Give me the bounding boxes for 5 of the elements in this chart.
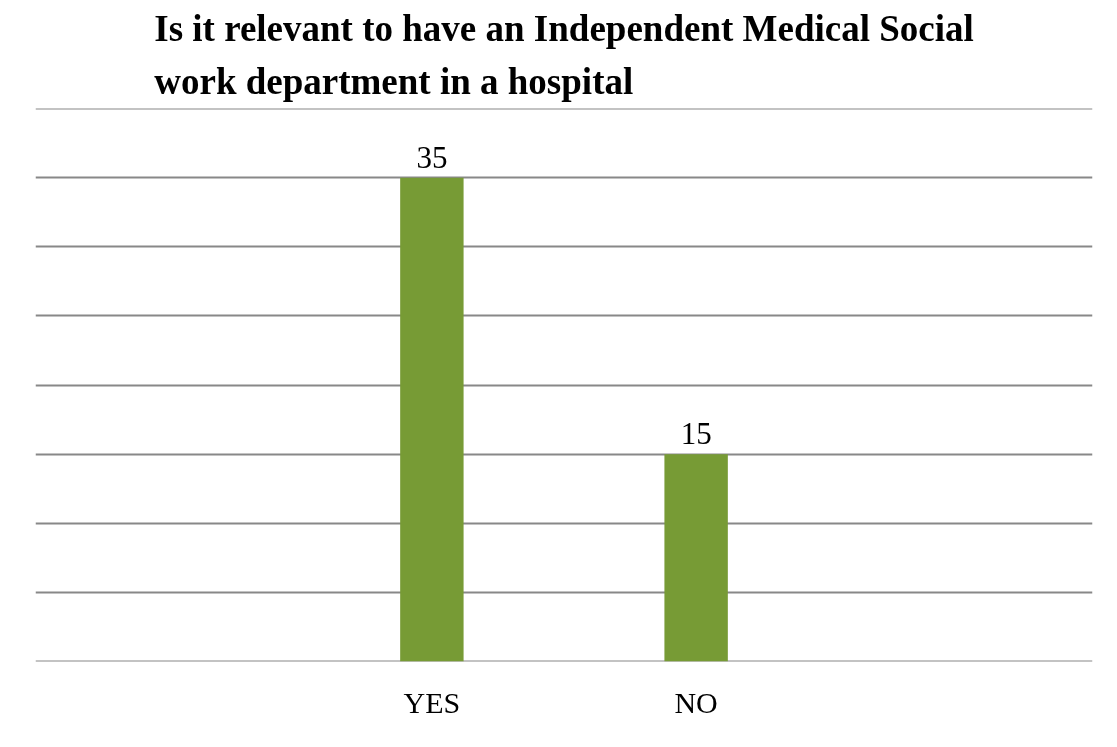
x-tick-label: YES — [403, 685, 461, 719]
data-label: 35 — [416, 139, 448, 175]
chart-title: Is it relevant to have an Independent Medical Social work department in a hospital — [154, 8, 974, 103]
x-tick-label: NO — [674, 685, 718, 719]
data-label: 15 — [680, 416, 712, 452]
